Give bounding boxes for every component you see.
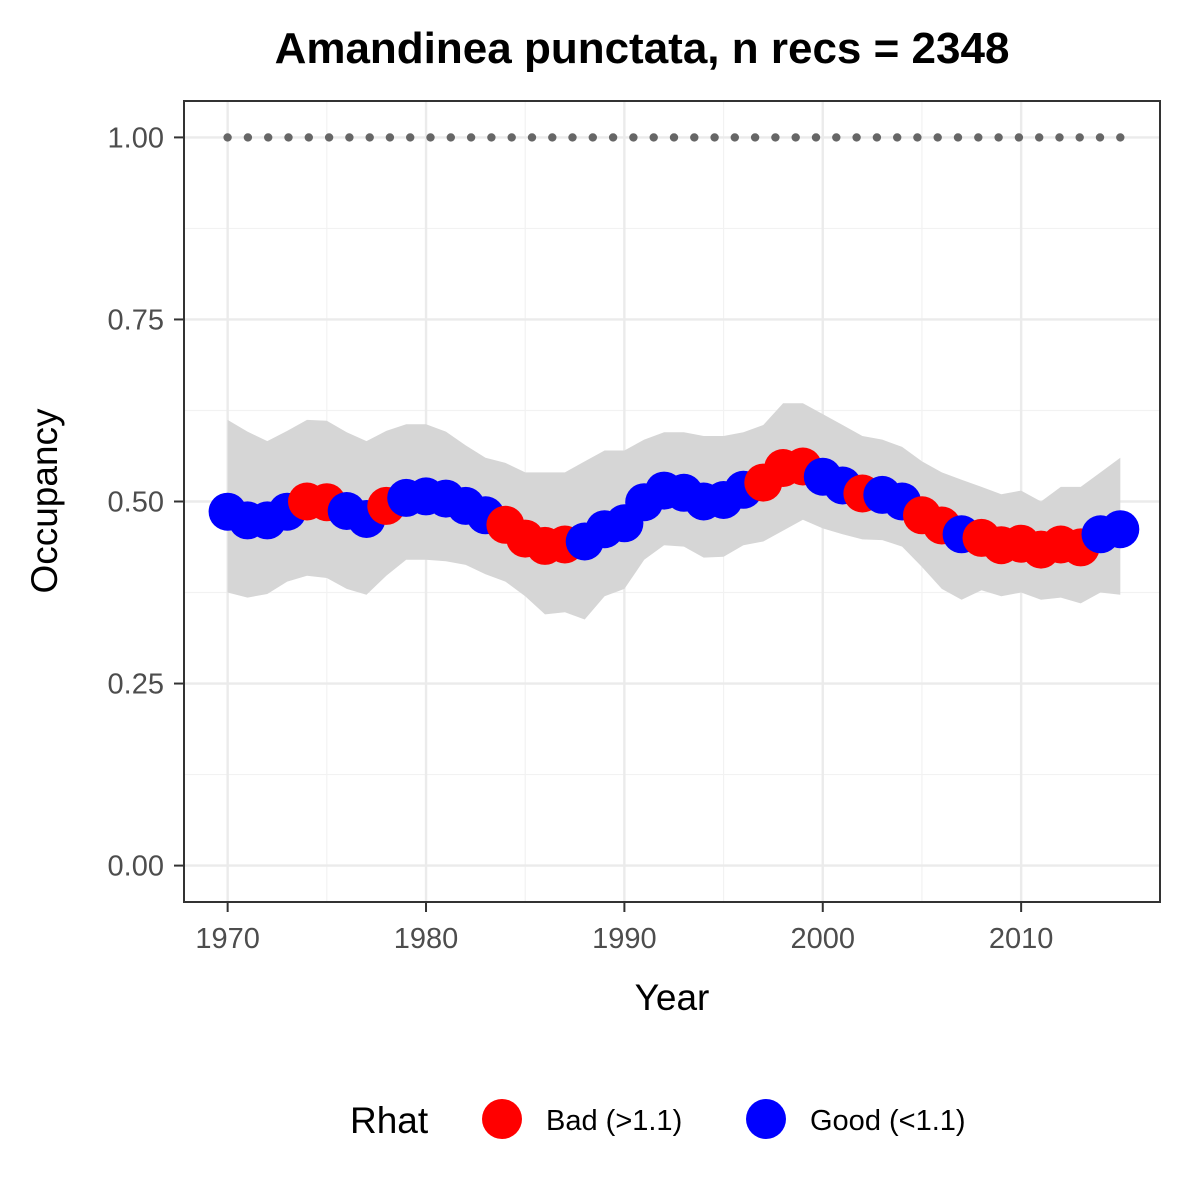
reference-line-dotted [223,133,1125,142]
reference-dot [568,133,577,142]
reference-dot [608,133,618,142]
reference-dot [223,133,232,142]
reference-dot [1055,133,1064,142]
y-axis-title: Occupancy [24,408,65,594]
reference-dot [872,133,882,142]
reference-dot [1095,133,1105,142]
legend: Rhat Bad (>1.1) Good (<1.1) [350,1099,966,1141]
reference-dot [730,133,739,142]
reference-dot [771,133,780,142]
reference-dot [974,133,983,142]
legend-key-bad [482,1099,522,1139]
reference-dot [487,133,496,142]
reference-dot [466,133,476,142]
reference-dot [365,133,374,142]
reference-dot [426,133,435,142]
confidence-ribbon [227,403,1121,620]
plot-panel [183,100,1161,903]
x-axis-title: Year [635,977,710,1018]
legend-label-good: Good (<1.1) [810,1105,966,1137]
y-axis-ticks: 0.00 0.25 0.50 0.75 1.00 [108,122,184,883]
y-tick-label: 0.25 [108,669,164,701]
reference-dot [1075,133,1084,142]
reference-dot [791,133,800,142]
reference-dot [852,133,861,142]
reference-dot [629,133,638,142]
legend-title: Rhat [350,1100,429,1141]
reference-dot [1035,133,1044,142]
reference-dot [345,133,354,142]
reference-dot [1014,133,1024,142]
reference-dot [933,133,942,142]
reference-dot [243,133,253,142]
reference-dot [406,133,415,142]
y-tick-label: 1.00 [108,122,164,154]
x-tick-label: 1990 [592,923,657,955]
reference-dot [710,133,719,142]
reference-dot [649,133,658,142]
x-tick-label: 1980 [394,923,459,955]
reference-dot [832,133,841,142]
reference-dot [750,133,760,142]
reference-dot [994,133,1003,142]
reference-dot [324,133,334,142]
reference-dot [264,133,273,142]
y-tick-label: 0.75 [108,304,164,336]
reference-dot [507,133,516,142]
x-axis-ticks: 1970 1980 1990 2000 2010 [195,902,1053,955]
x-tick-label: 2000 [791,923,856,955]
reference-dot [588,133,597,142]
reference-dot [1116,133,1125,142]
reference-dot [304,133,313,142]
reference-dot [690,133,699,142]
reference-dot [953,133,963,142]
x-tick-label: 1970 [195,923,260,955]
y-tick-label: 0.00 [108,851,164,883]
reference-dot [385,133,395,142]
reference-dot [527,133,537,142]
reference-dot [548,133,557,142]
legend-label-bad: Bad (>1.1) [546,1105,682,1137]
x-tick-label: 2010 [989,923,1054,955]
data-points [208,447,1140,569]
reference-dot [669,133,679,142]
reference-dot [913,133,922,142]
reference-dot [446,133,455,142]
legend-key-good [746,1099,786,1139]
point-2015 [1101,510,1140,549]
reference-dot [811,133,821,142]
reference-dot [284,133,293,142]
y-tick-label: 0.50 [108,487,164,519]
chart-title: Amandinea punctata, n recs = 2348 [275,24,1010,73]
reference-dot [893,133,902,142]
